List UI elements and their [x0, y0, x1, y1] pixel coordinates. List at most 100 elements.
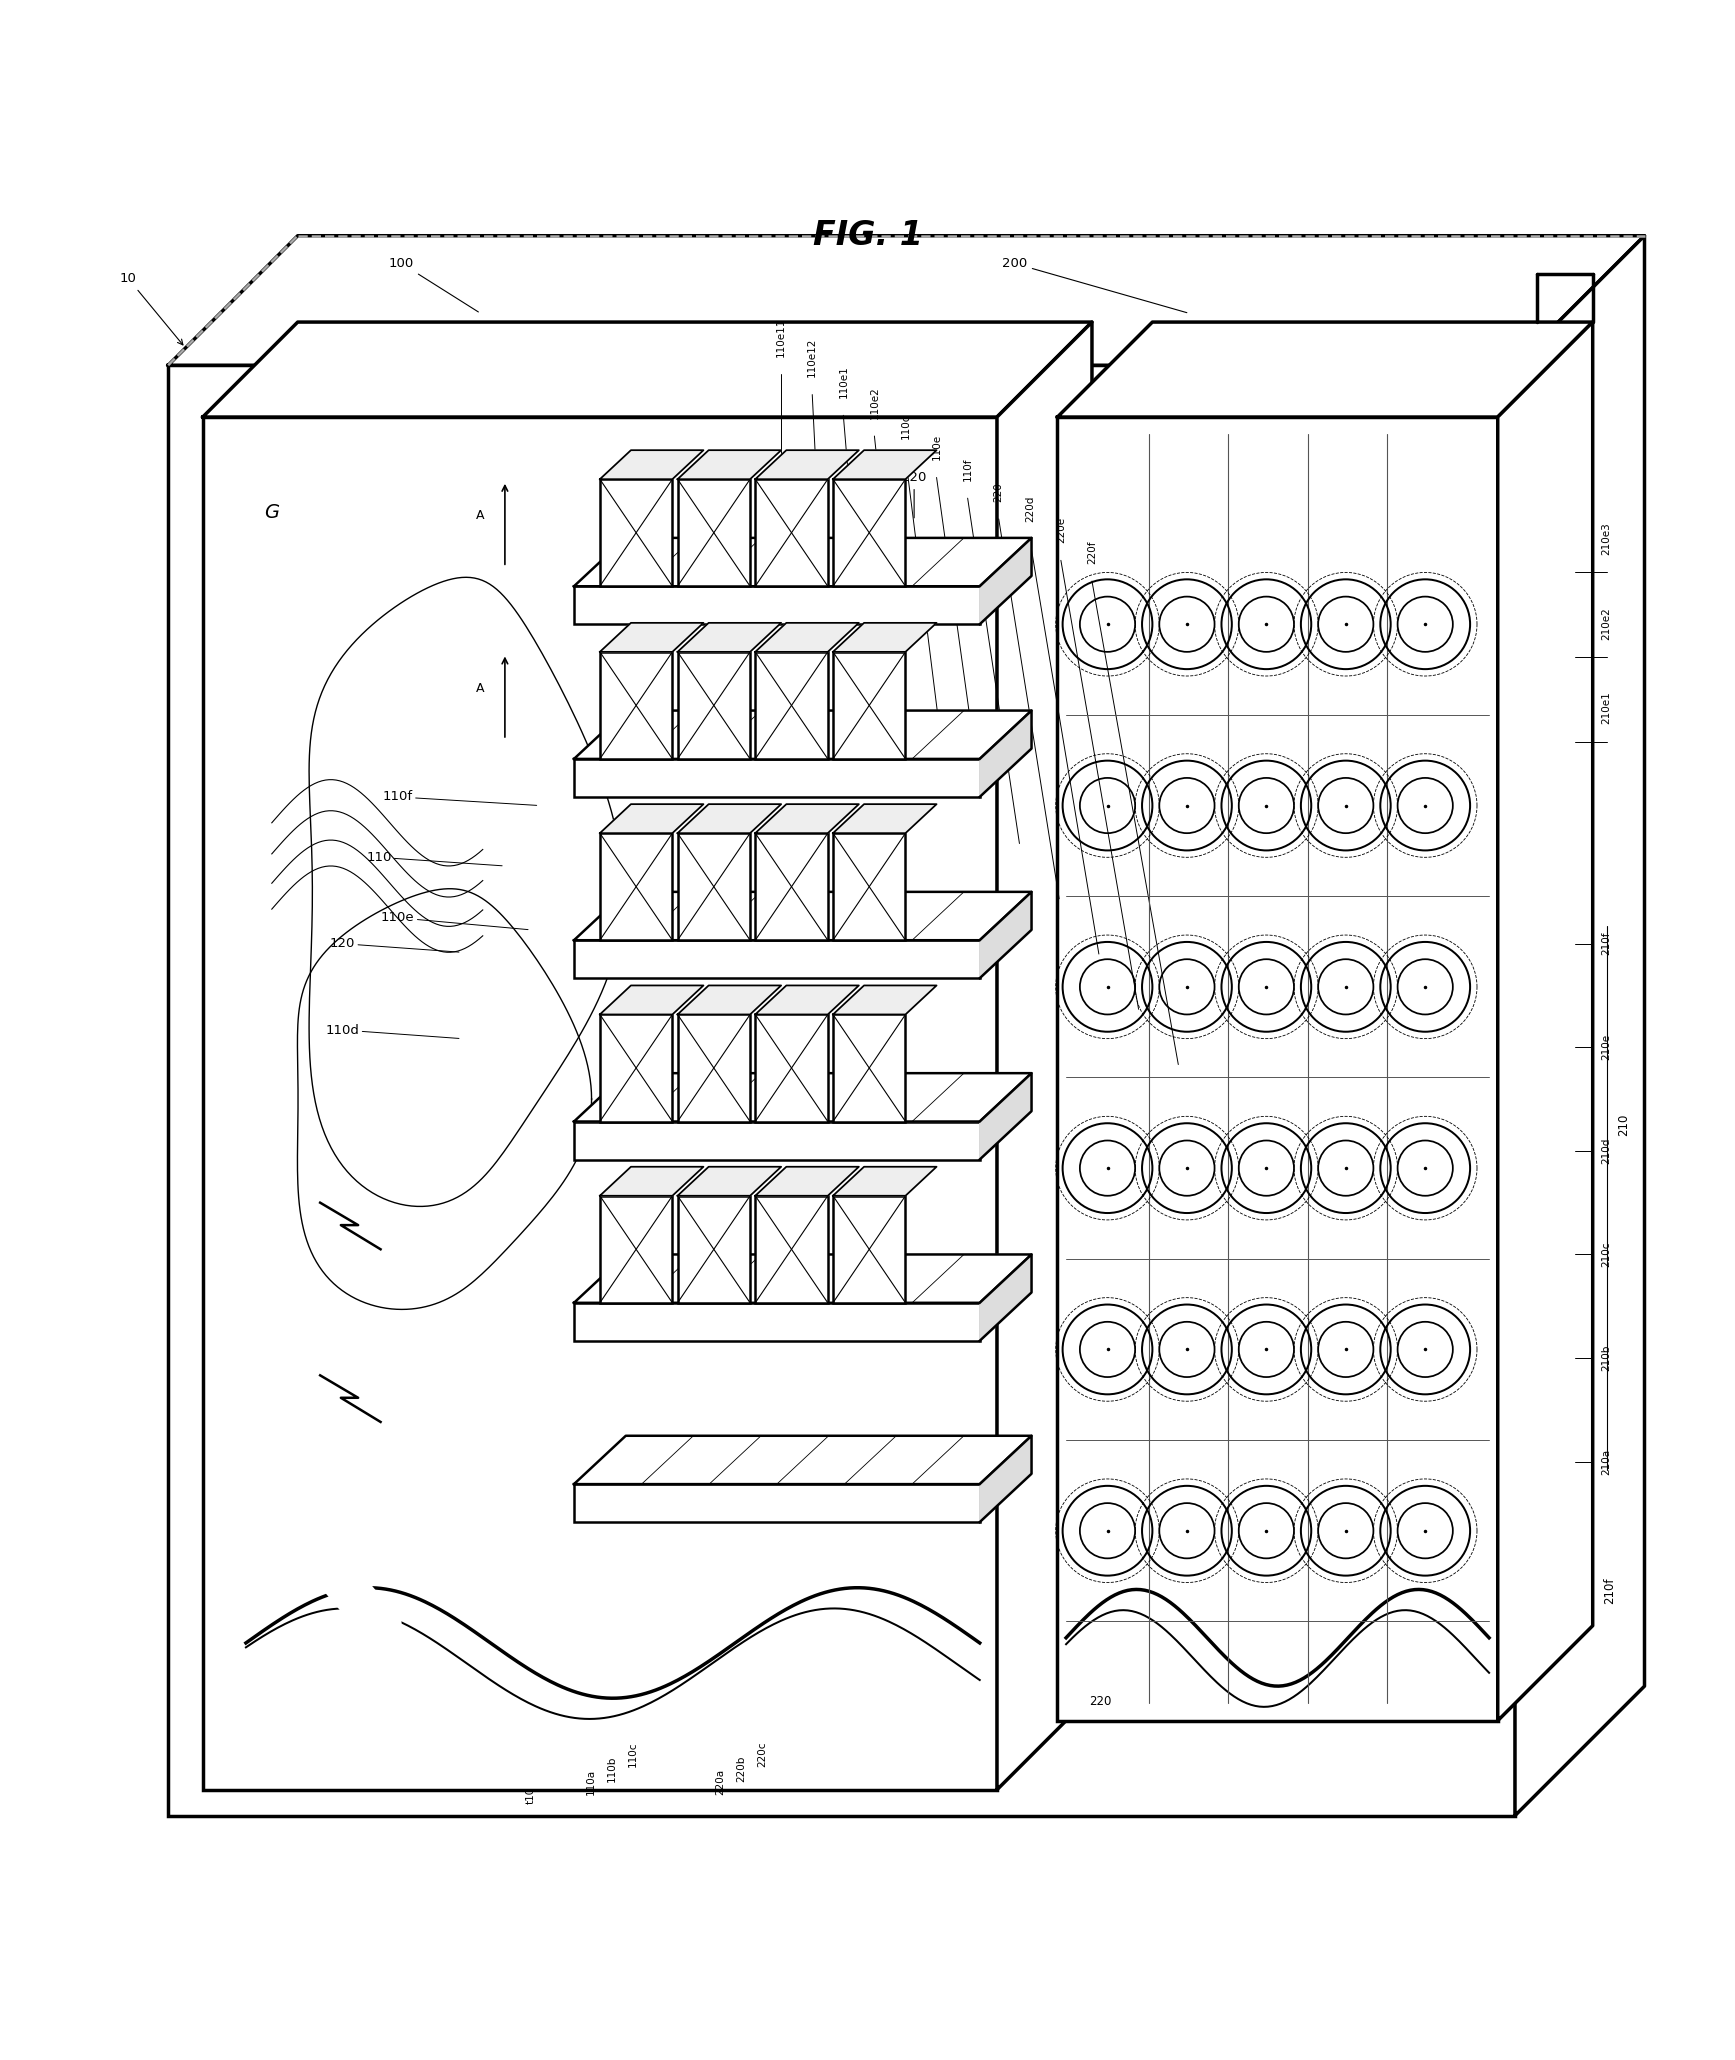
Text: 210b: 210b: [1601, 1345, 1612, 1372]
Text: 210: 210: [1617, 1114, 1631, 1137]
Text: 220: 220: [1090, 1695, 1112, 1708]
Bar: [678, 651, 750, 758]
Polygon shape: [168, 235, 1645, 365]
Text: 220: 220: [994, 482, 1005, 503]
Bar: [678, 480, 750, 587]
Polygon shape: [755, 451, 859, 480]
Text: A: A: [475, 682, 484, 694]
Text: 210c: 210c: [1601, 1242, 1612, 1267]
Text: 110a: 110a: [586, 1770, 597, 1794]
Text: 110e12: 110e12: [807, 338, 817, 377]
Polygon shape: [833, 451, 937, 480]
Polygon shape: [203, 321, 1091, 416]
Bar: [755, 832, 828, 939]
Polygon shape: [600, 622, 703, 651]
Bar: [600, 832, 673, 939]
Text: 210f: 210f: [1603, 1578, 1617, 1605]
Bar: [678, 832, 750, 939]
Bar: [833, 1195, 906, 1302]
Text: 110c: 110c: [628, 1741, 638, 1767]
Bar: [574, 1483, 980, 1522]
Polygon shape: [678, 622, 781, 651]
Polygon shape: [1057, 321, 1593, 416]
Polygon shape: [833, 803, 937, 832]
Polygon shape: [600, 803, 703, 832]
Text: 210e2: 210e2: [1601, 608, 1612, 641]
Text: 220b: 220b: [736, 1755, 746, 1782]
Bar: [833, 832, 906, 939]
Polygon shape: [574, 711, 1032, 758]
Text: 220c: 220c: [756, 1741, 767, 1767]
Polygon shape: [574, 892, 1032, 939]
Polygon shape: [678, 1166, 781, 1195]
Text: 110b: 110b: [607, 1755, 618, 1782]
Text: A: A: [475, 509, 484, 521]
Text: 210a: 210a: [1601, 1448, 1612, 1475]
Text: 220a: 220a: [717, 1770, 725, 1794]
Bar: [755, 480, 828, 587]
Bar: [574, 939, 980, 978]
Polygon shape: [574, 1436, 1032, 1483]
Bar: [678, 1195, 750, 1302]
Text: 110e11: 110e11: [776, 317, 786, 356]
Text: 120: 120: [330, 937, 460, 952]
Bar: [600, 1014, 673, 1121]
Bar: [678, 1014, 750, 1121]
Text: 110e1: 110e1: [838, 365, 848, 398]
Polygon shape: [755, 622, 859, 651]
Polygon shape: [600, 985, 703, 1014]
Polygon shape: [678, 803, 781, 832]
Polygon shape: [980, 711, 1032, 797]
Text: 200: 200: [1001, 258, 1187, 313]
Polygon shape: [755, 985, 859, 1014]
Bar: [755, 1195, 828, 1302]
Bar: [574, 1302, 980, 1341]
Text: G: G: [264, 503, 279, 521]
Text: 220: 220: [902, 472, 926, 517]
Polygon shape: [755, 1166, 859, 1195]
Bar: [600, 1195, 673, 1302]
Text: 110e2: 110e2: [869, 385, 880, 418]
Polygon shape: [1515, 235, 1645, 1815]
Bar: [833, 1014, 906, 1121]
FancyArrow shape: [291, 1526, 401, 1652]
Bar: [574, 758, 980, 797]
Polygon shape: [980, 1436, 1032, 1522]
Text: 110e: 110e: [382, 911, 527, 929]
Bar: [833, 480, 906, 587]
Text: 220f: 220f: [1086, 540, 1097, 564]
Text: 220d: 220d: [1025, 496, 1034, 523]
Text: 110f: 110f: [963, 457, 973, 480]
Bar: [203, 416, 998, 1790]
Polygon shape: [980, 1255, 1032, 1341]
Text: 110: 110: [366, 851, 501, 865]
Text: 210e: 210e: [1601, 1034, 1612, 1061]
Polygon shape: [574, 1073, 1032, 1121]
Polygon shape: [980, 1073, 1032, 1160]
Bar: [574, 1121, 980, 1160]
Text: 210e1: 210e1: [1601, 692, 1612, 725]
Polygon shape: [833, 622, 937, 651]
Text: 210e3: 210e3: [1601, 523, 1612, 554]
Bar: [1057, 416, 1497, 1720]
Text: 220e: 220e: [1057, 517, 1065, 544]
Bar: [600, 480, 673, 587]
Polygon shape: [1497, 321, 1593, 1720]
Polygon shape: [600, 1166, 703, 1195]
Bar: [168, 365, 1515, 1815]
Polygon shape: [833, 1166, 937, 1195]
Bar: [755, 651, 828, 758]
Polygon shape: [755, 803, 859, 832]
Text: 10: 10: [120, 272, 182, 344]
Polygon shape: [678, 451, 781, 480]
Polygon shape: [574, 1255, 1032, 1302]
Polygon shape: [833, 985, 937, 1014]
Text: 210f: 210f: [1601, 931, 1612, 956]
Polygon shape: [600, 451, 703, 480]
Bar: [833, 651, 906, 758]
Bar: [574, 587, 980, 624]
Bar: [600, 651, 673, 758]
Polygon shape: [998, 321, 1091, 1790]
Text: 100: 100: [389, 258, 479, 311]
Polygon shape: [980, 892, 1032, 978]
